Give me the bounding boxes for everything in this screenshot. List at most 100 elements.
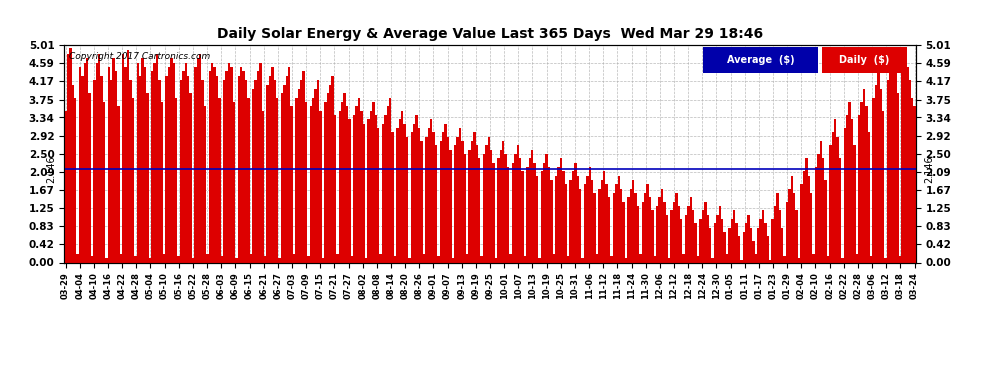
Bar <box>130 80 132 262</box>
Bar <box>110 80 113 262</box>
Bar <box>235 258 238 262</box>
Bar <box>413 124 416 262</box>
Bar <box>630 189 632 262</box>
Bar <box>495 258 497 262</box>
Bar <box>796 210 798 262</box>
Bar <box>442 132 445 262</box>
Bar <box>531 150 534 262</box>
Bar <box>142 58 144 262</box>
Bar <box>261 111 264 262</box>
Bar <box>240 67 243 262</box>
Bar <box>283 84 286 262</box>
Bar <box>786 202 788 262</box>
Bar <box>264 256 266 262</box>
Bar <box>514 154 517 262</box>
Bar <box>74 98 76 262</box>
Bar <box>322 258 324 262</box>
Bar <box>846 115 848 262</box>
Bar <box>266 84 268 262</box>
Bar <box>344 93 346 262</box>
Bar <box>310 106 312 262</box>
Bar <box>175 98 177 262</box>
Bar <box>332 76 334 262</box>
Bar <box>153 63 155 262</box>
Bar <box>83 63 86 262</box>
Title: Daily Solar Energy & Average Value Last 365 Days  Wed Mar 29 18:46: Daily Solar Energy & Average Value Last … <box>217 27 763 41</box>
Bar <box>177 256 180 262</box>
Bar <box>137 63 139 262</box>
Bar <box>724 232 726 262</box>
Bar <box>550 180 552 262</box>
Bar <box>223 80 226 262</box>
Bar <box>303 72 305 262</box>
Bar <box>779 210 781 262</box>
Bar <box>281 93 283 262</box>
Bar <box>254 80 256 262</box>
Bar <box>394 256 396 262</box>
Bar <box>707 215 709 262</box>
Bar <box>572 171 574 262</box>
Bar <box>858 115 860 262</box>
Bar <box>522 171 524 262</box>
Bar <box>120 254 122 262</box>
Bar <box>337 254 339 262</box>
Bar <box>122 54 125 262</box>
Bar <box>451 258 454 262</box>
Bar <box>125 67 127 262</box>
Bar <box>783 256 786 262</box>
Bar <box>567 256 569 262</box>
Bar <box>837 136 839 262</box>
Bar <box>218 98 221 262</box>
Bar <box>897 93 899 262</box>
Bar <box>697 256 699 262</box>
Bar <box>738 237 741 262</box>
Bar <box>209 72 211 262</box>
Bar <box>165 76 167 262</box>
Bar <box>584 184 586 262</box>
Bar <box>766 237 769 262</box>
Bar <box>884 258 887 262</box>
Bar <box>497 158 500 262</box>
Bar <box>906 67 909 262</box>
Bar <box>714 224 716 262</box>
Bar <box>348 119 350 262</box>
Bar <box>329 84 332 262</box>
Bar <box>555 176 557 262</box>
Bar <box>646 184 648 262</box>
Bar <box>742 232 745 262</box>
Bar <box>668 258 670 262</box>
Bar <box>822 47 907 73</box>
Bar <box>867 132 870 262</box>
Bar <box>276 98 278 262</box>
Bar <box>201 80 204 262</box>
Bar <box>547 167 550 262</box>
Bar <box>79 67 81 262</box>
Bar <box>771 219 774 262</box>
Bar <box>769 260 771 262</box>
Bar <box>160 102 163 262</box>
Bar <box>327 93 329 262</box>
Bar <box>733 210 736 262</box>
Bar <box>147 93 148 262</box>
Bar <box>475 145 478 262</box>
Bar <box>894 72 897 262</box>
Bar <box>875 84 877 262</box>
Bar <box>81 76 83 262</box>
Bar <box>909 80 911 262</box>
Bar <box>620 189 623 262</box>
Bar <box>127 50 130 262</box>
Bar <box>150 72 153 262</box>
Bar <box>632 180 635 262</box>
Bar <box>69 48 71 262</box>
Bar <box>362 124 365 262</box>
Bar <box>341 102 344 262</box>
Bar <box>440 141 442 262</box>
Bar <box>204 106 206 262</box>
Bar <box>488 136 490 262</box>
Bar <box>384 115 387 262</box>
Bar <box>108 67 110 262</box>
Bar <box>877 72 880 262</box>
Bar <box>702 210 704 262</box>
Bar <box>656 206 658 262</box>
Bar <box>517 145 519 262</box>
